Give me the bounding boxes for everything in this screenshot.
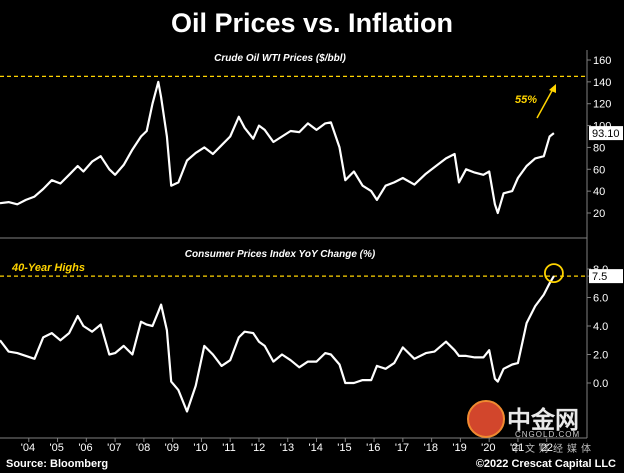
y-tick-label: 40 bbox=[593, 186, 605, 198]
x-tick-label: '09 bbox=[165, 442, 179, 454]
x-tick-label: '06 bbox=[78, 442, 92, 454]
oil-subtitle: Crude Oil WTI Prices ($/bbl) bbox=[214, 53, 346, 64]
x-tick-label: '17 bbox=[395, 442, 409, 454]
arrow-head-icon bbox=[549, 84, 556, 93]
y-tick-label: 140 bbox=[593, 77, 611, 89]
x-tick-label: '08 bbox=[136, 442, 150, 454]
x-tick-label: '12 bbox=[251, 442, 265, 454]
oil-annotation: 55% bbox=[515, 94, 538, 106]
y-tick-label: 120 bbox=[593, 99, 611, 111]
x-tick-label: '14 bbox=[309, 442, 323, 454]
watermark-logo-icon bbox=[467, 400, 505, 438]
y-tick-label: 6.0 bbox=[593, 293, 608, 305]
watermark: 中金网 CNGOLD.COM 中文财经媒体 bbox=[467, 400, 617, 455]
cpi-annotation: 40-Year Highs bbox=[12, 262, 85, 274]
x-tick-label: '15 bbox=[337, 442, 351, 454]
x-tick-label: '22 bbox=[539, 442, 553, 454]
arrow-icon bbox=[536, 88, 554, 119]
last-value-label: 93.10 bbox=[592, 128, 620, 140]
credit-label: ©2022 Crescat Capital LLC bbox=[475, 458, 616, 470]
x-tick-label: '11 bbox=[222, 442, 236, 454]
last-value-label: 7.5 bbox=[592, 271, 607, 283]
watermark-name: 中金网 bbox=[507, 407, 579, 434]
highlight-circle bbox=[544, 263, 564, 284]
x-tick-label: '21 bbox=[510, 442, 524, 454]
source-label: Source: Bloomberg bbox=[6, 458, 109, 470]
y-tick-label: 160 bbox=[593, 55, 611, 67]
chart-title: Oil Prices vs. Inflation bbox=[170, 8, 454, 38]
y-tick-label: 4.0 bbox=[593, 321, 608, 333]
y-tick-label: 20 bbox=[593, 208, 605, 220]
series-line bbox=[0, 275, 555, 413]
x-tick-label: '18 bbox=[424, 442, 438, 454]
last-value-box bbox=[589, 269, 623, 284]
last-value-box bbox=[589, 126, 623, 141]
x-tick-label: '19 bbox=[452, 442, 466, 454]
watermark-site: CNGOLD.COM bbox=[515, 430, 581, 439]
x-tick-label: '05 bbox=[50, 442, 64, 454]
x-tick-label: '16 bbox=[366, 442, 380, 454]
x-tick-label: '07 bbox=[107, 442, 121, 454]
x-tick-label: '13 bbox=[280, 442, 294, 454]
watermark-tagline: 中文财经媒体 bbox=[511, 444, 595, 455]
x-tick-label: '04 bbox=[21, 442, 35, 454]
y-tick-label: 80 bbox=[593, 142, 605, 154]
y-tick-label: 60 bbox=[593, 164, 605, 176]
series-line bbox=[0, 80, 555, 215]
y-tick-label: 0.0 bbox=[593, 378, 608, 390]
x-tick-label: '10 bbox=[193, 442, 207, 454]
cpi-subtitle: Consumer Prices Index YoY Change (%) bbox=[184, 249, 376, 260]
y-tick-label: 2.0 bbox=[593, 350, 608, 362]
x-tick-label: '20 bbox=[481, 442, 495, 454]
